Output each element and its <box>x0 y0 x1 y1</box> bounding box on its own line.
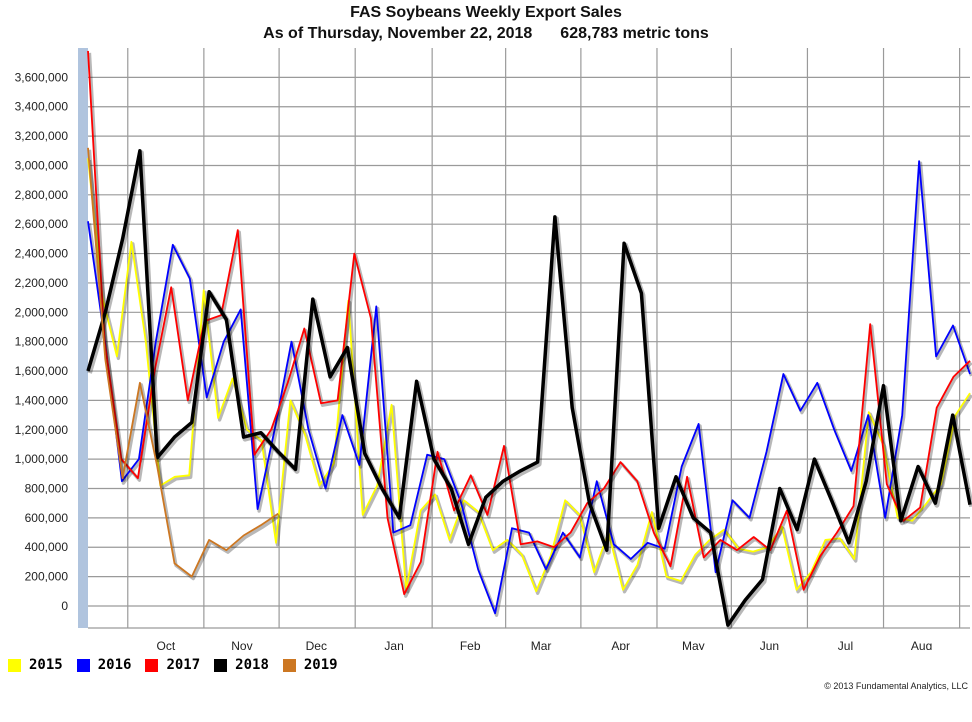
y-tick-label: 3,600,000 <box>15 70 69 84</box>
x-tick-label: Jul <box>838 639 853 650</box>
series-line-2018[interactable] <box>86 149 972 627</box>
legend-label: 2015 <box>29 657 63 673</box>
y-tick-label: 200,000 <box>25 570 69 584</box>
series-line-2015[interactable] <box>87 158 971 593</box>
legend-item-2018[interactable]: 2018 <box>214 657 269 673</box>
y-tick-label: 2,200,000 <box>15 276 69 290</box>
series-shadow-2017 <box>87 52 972 598</box>
y-tick-label: 0 <box>61 599 68 613</box>
y-tick-label: 3,000,000 <box>15 158 69 172</box>
y-axis: 0 200,000 400,000 600,000 800,000 1,000,000 1,… <box>15 70 69 613</box>
series-lines <box>86 50 972 630</box>
y-tick-label: 400,000 <box>25 540 69 554</box>
legend-item-2019[interactable]: 2019 <box>282 657 338 673</box>
legend-item-2017[interactable]: 2017 <box>145 657 200 673</box>
legend-label: 2017 <box>166 657 201 673</box>
legend-swatch-2018 <box>214 658 228 672</box>
y-tick-label: 2,400,000 <box>15 247 69 261</box>
copyright: © 2013 Fundamental Analytics, LLC <box>824 681 968 691</box>
y-tick-label: 3,400,000 <box>15 100 69 114</box>
x-tick-label: Aug <box>911 639 932 650</box>
y-tick-label: 2,000,000 <box>15 305 69 319</box>
x-tick-label: Dec <box>306 639 327 650</box>
x-tick-label: Jan <box>384 639 403 650</box>
x-tick-label: Jun <box>760 639 779 650</box>
y-tick-label: 800,000 <box>25 482 69 496</box>
y-tick-label: 1,800,000 <box>15 335 69 349</box>
x-tick-label: Apr <box>611 639 630 650</box>
x-tick-label: May <box>682 639 705 650</box>
legend-label: 2018 <box>235 657 269 673</box>
y-tick-label: 1,000,000 <box>15 452 69 466</box>
y-tick-label: 600,000 <box>25 511 69 525</box>
y-tick-label: 1,600,000 <box>15 364 69 378</box>
subtitle-value: 628,783 metric tons <box>560 25 709 42</box>
series-line-2019[interactable] <box>87 147 279 578</box>
left-axis-band <box>78 48 88 628</box>
legend-item-2016[interactable]: 2016 <box>76 657 132 673</box>
grid <box>88 48 970 628</box>
legend: 2015 2016 2017 2018 2019 <box>8 657 352 673</box>
x-tick-label: Nov <box>231 639 252 650</box>
x-tick-label: Oct <box>156 639 175 650</box>
legend-swatch-2016 <box>76 658 90 672</box>
x-tick-label: Mar <box>531 639 552 650</box>
series-line-2016[interactable] <box>87 160 971 615</box>
subtitle-date: As of Thursday, November 22, 2018 <box>263 25 533 42</box>
y-tick-label: 2,800,000 <box>15 188 69 202</box>
legend-item-2015[interactable]: 2015 <box>8 657 63 673</box>
x-axis: Oct Nov Dec Jan Feb Mar Apr May Jun Jul Aug <box>88 627 970 650</box>
legend-label: 2016 <box>97 657 132 673</box>
legend-swatch-2019 <box>282 658 296 672</box>
y-tick-label: 1,200,000 <box>15 423 69 437</box>
y-tick-label: 3,200,000 <box>15 129 69 143</box>
legend-label: 2019 <box>303 657 338 673</box>
y-tick-label: 1,400,000 <box>15 393 69 407</box>
legend-swatch-2015 <box>8 658 21 672</box>
line-chart: 0 200,000 400,000 600,000 800,000 1,000,000 1,… <box>15 48 972 650</box>
chart-title: FAS Soybeans Weekly Export Sales <box>350 4 622 21</box>
legend-swatch-2017 <box>145 658 159 672</box>
x-tick-label: Feb <box>460 639 481 650</box>
chart-subtitle: As of Thursday, November 22, 2018 628,783… <box>0 25 972 43</box>
y-tick-label: 2,600,000 <box>15 217 69 231</box>
series-line-2017[interactable] <box>87 50 971 596</box>
